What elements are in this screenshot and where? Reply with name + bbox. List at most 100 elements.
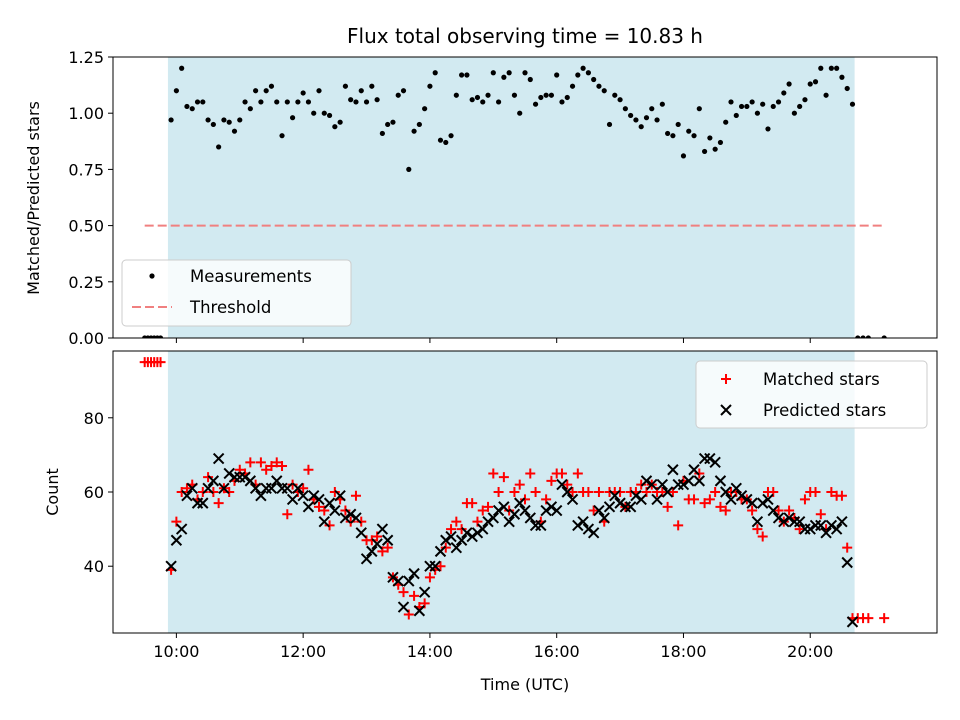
predicted-star-point bbox=[582, 523, 595, 535]
measurement-point bbox=[770, 103, 776, 110]
measurement-point bbox=[686, 128, 692, 134]
predicted-star-point bbox=[170, 534, 183, 546]
predicted-star-point bbox=[508, 508, 521, 520]
measurement-point bbox=[633, 117, 639, 123]
measurement-point bbox=[575, 72, 581, 78]
matched-star-point bbox=[879, 613, 890, 624]
matched-star-point bbox=[493, 487, 504, 497]
predicted-star-point bbox=[836, 515, 848, 528]
measurement-point bbox=[395, 92, 401, 98]
predicted-star-point bbox=[815, 519, 827, 532]
measurement-point bbox=[543, 92, 549, 98]
matched-star-point bbox=[799, 494, 810, 505]
predicted-star-point bbox=[514, 497, 526, 509]
matched-star-point bbox=[504, 505, 515, 516]
predicted-star-point bbox=[656, 478, 669, 491]
predicted-star-point bbox=[249, 482, 262, 494]
predicted-star-point bbox=[477, 523, 489, 535]
legend-box bbox=[121, 259, 352, 327]
legend-predicted-marker bbox=[720, 404, 732, 416]
measurement-point bbox=[226, 119, 232, 125]
measurement-point bbox=[385, 121, 391, 128]
matched-star-point bbox=[773, 505, 784, 516]
y-tick-label: 40 bbox=[84, 557, 104, 576]
matched-star-point bbox=[710, 487, 721, 497]
predicted-star-point bbox=[408, 567, 420, 580]
y-tick-label: 0.50 bbox=[68, 217, 104, 236]
measurement-point bbox=[532, 101, 539, 107]
measurement-point bbox=[200, 99, 206, 105]
predicted-star-point bbox=[503, 515, 515, 528]
measurement-point bbox=[422, 106, 428, 112]
predicted-star-point bbox=[540, 504, 552, 517]
matched-star-point bbox=[694, 468, 705, 479]
y-axis-label-ratio: Matched/Predicted stars bbox=[24, 101, 43, 295]
predicted-star-point bbox=[730, 482, 742, 494]
predicted-star-point bbox=[593, 504, 605, 517]
matched-star-point bbox=[176, 487, 187, 497]
measurement-point bbox=[797, 103, 803, 110]
measurement-point bbox=[480, 99, 486, 105]
measurement-point bbox=[242, 99, 248, 105]
measurement-point bbox=[527, 76, 533, 83]
measurement-point bbox=[818, 65, 824, 71]
measurement-point bbox=[485, 92, 491, 98]
predicted-star-point bbox=[461, 527, 473, 539]
predicted-star-point bbox=[640, 475, 653, 487]
predicted-star-point bbox=[603, 501, 616, 513]
matched-star-point bbox=[382, 542, 393, 553]
predicted-star-point bbox=[614, 497, 626, 509]
measurement-point bbox=[469, 97, 475, 103]
matched-star-point bbox=[155, 357, 166, 368]
measurement-point bbox=[665, 130, 671, 137]
measurement-point bbox=[221, 117, 227, 123]
y-axis-label-count: Count bbox=[43, 468, 62, 516]
predicted-star-point bbox=[725, 493, 737, 506]
measurement-point bbox=[654, 117, 660, 123]
predicted-star-point bbox=[519, 504, 531, 517]
predicted-star-point bbox=[688, 464, 700, 476]
matched-star-point bbox=[836, 490, 847, 501]
measurement-point bbox=[194, 99, 201, 105]
matched-star-point bbox=[699, 498, 710, 509]
matched-star-point bbox=[514, 479, 525, 490]
plot-area bbox=[142, 65, 887, 338]
matched-star-point bbox=[498, 472, 509, 483]
y-tick-label: 0.75 bbox=[68, 160, 104, 179]
legend-matched-marker bbox=[721, 374, 731, 384]
measurement-point bbox=[263, 88, 269, 94]
predicted-star-point bbox=[846, 616, 859, 628]
x-tick-label: 10:00 bbox=[153, 642, 199, 661]
measurement-point bbox=[432, 70, 438, 76]
matched-star-point bbox=[509, 487, 520, 497]
measurement-point bbox=[775, 99, 782, 105]
predicted-star-point bbox=[793, 515, 806, 528]
measurement-point bbox=[316, 88, 322, 94]
matched-star-point bbox=[345, 516, 356, 527]
measurement-point bbox=[569, 83, 576, 89]
predicted-star-point bbox=[376, 523, 389, 535]
measurement-point bbox=[289, 115, 296, 121]
predicted-star-point bbox=[308, 490, 320, 502]
predicted-star-point bbox=[323, 497, 336, 509]
matched-star-point bbox=[424, 572, 435, 583]
matched-star-point bbox=[525, 468, 536, 479]
predicted-star-point bbox=[175, 523, 188, 535]
predicted-star-point bbox=[434, 545, 447, 558]
measurement-point bbox=[379, 130, 385, 137]
predicted-star-point bbox=[302, 501, 315, 513]
predicted-star-point bbox=[545, 501, 558, 513]
measurement-point bbox=[268, 83, 275, 89]
measurement-point bbox=[691, 133, 697, 139]
predicted-star-point bbox=[455, 534, 468, 546]
measurement-point bbox=[548, 92, 555, 98]
measurement-point bbox=[559, 99, 565, 105]
measurement-point bbox=[237, 117, 243, 123]
matched-star-point bbox=[324, 520, 335, 531]
measurement-point bbox=[205, 117, 211, 123]
predicted-star-point bbox=[550, 504, 563, 517]
matched-star-point bbox=[863, 613, 874, 624]
predicted-star-point bbox=[440, 534, 452, 546]
measurement-point bbox=[749, 99, 755, 105]
matched-star-point bbox=[477, 505, 488, 516]
